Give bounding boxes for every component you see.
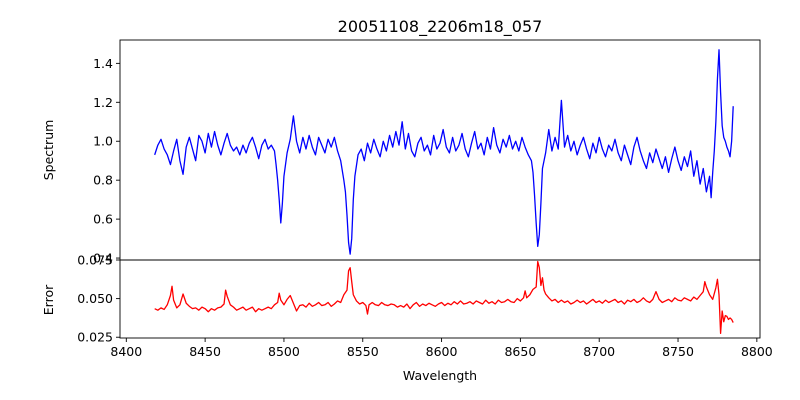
spectrum-ytick-label: 1.0 [93,134,113,149]
xtick-label: 8450 [189,344,221,359]
xtick-label: 8500 [268,344,300,359]
error-ytick-label: 0.050 [77,291,113,306]
error-ytick-label: 0.075 [77,253,113,268]
xtick-label: 8650 [504,344,536,359]
spectrum-axis-label: Spectrum [41,120,56,181]
error-panel: 0.025 0.050 0.075 8400 8450 8500 8550 8600 8650 8… [77,253,773,360]
spectrum-ytick-label: 0.8 [93,173,113,188]
spectrum-ytick-label: 1.4 [93,56,113,71]
spectrum-ytick-label: 1.2 [93,95,113,110]
xtick-label: 8800 [741,344,773,359]
error-ytick-label: 0.025 [77,330,113,345]
error-axes-frame [119,259,761,339]
error-line [154,260,734,335]
xtick-label: 8600 [426,344,458,359]
xtick-label: 8400 [110,344,142,359]
spectrum-ytick-label: 0.4 [93,251,113,266]
error-axis-label: Error [41,284,56,315]
spectrum-ytick-label: 0.6 [93,212,113,227]
spectrum-line [154,49,734,255]
chart-title: 20051108_2206m18_057 [338,17,543,37]
xtick-label: 8550 [347,344,379,359]
x-axis-label: Wavelength [403,368,477,383]
spectrum-axes-frame [119,39,761,261]
xtick-label: 8700 [583,344,615,359]
xtick-label: 8750 [662,344,694,359]
spectrum-panel: 0.4 0.6 0.8 1.0 1.2 1.4 [93,39,761,266]
